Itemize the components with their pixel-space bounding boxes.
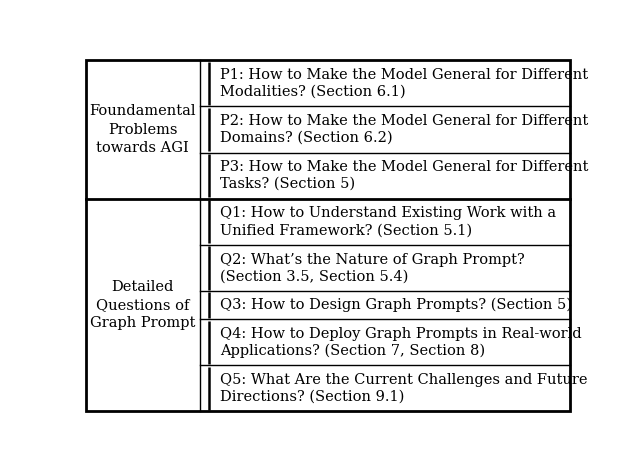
Text: P1: How to Make the Model General for Different
Modalities? (Section 6.1): P1: How to Make the Model General for Di… — [220, 68, 588, 99]
Text: Q1: How to Understand Existing Work with a
Unified Framework? (Section 5.1): Q1: How to Understand Existing Work with… — [220, 206, 556, 237]
Text: Q5: What Are the Current Challenges and Future
Directions? (Section 9.1): Q5: What Are the Current Challenges and … — [220, 373, 588, 403]
Text: P3: How to Make the Model General for Different
Tasks? (Section 5): P3: How to Make the Model General for Di… — [220, 160, 588, 191]
Text: Q4: How to Deploy Graph Prompts in Real-world
Applications? (Section 7, Section : Q4: How to Deploy Graph Prompts in Real-… — [220, 326, 582, 358]
Text: Foundamental
Problems
towards AGI: Foundamental Problems towards AGI — [90, 104, 196, 155]
Text: P2: How to Make the Model General for Different
Domains? (Section 6.2): P2: How to Make the Model General for Di… — [220, 114, 588, 145]
Text: Q3: How to Design Graph Prompts? (Section 5): Q3: How to Design Graph Prompts? (Sectio… — [220, 298, 572, 312]
Text: Detailed
Questions of
Graph Prompt: Detailed Questions of Graph Prompt — [90, 280, 196, 331]
Text: Q2: What’s the Nature of Graph Prompt?
(Section 3.5, Section 5.4): Q2: What’s the Nature of Graph Prompt? (… — [220, 253, 525, 283]
